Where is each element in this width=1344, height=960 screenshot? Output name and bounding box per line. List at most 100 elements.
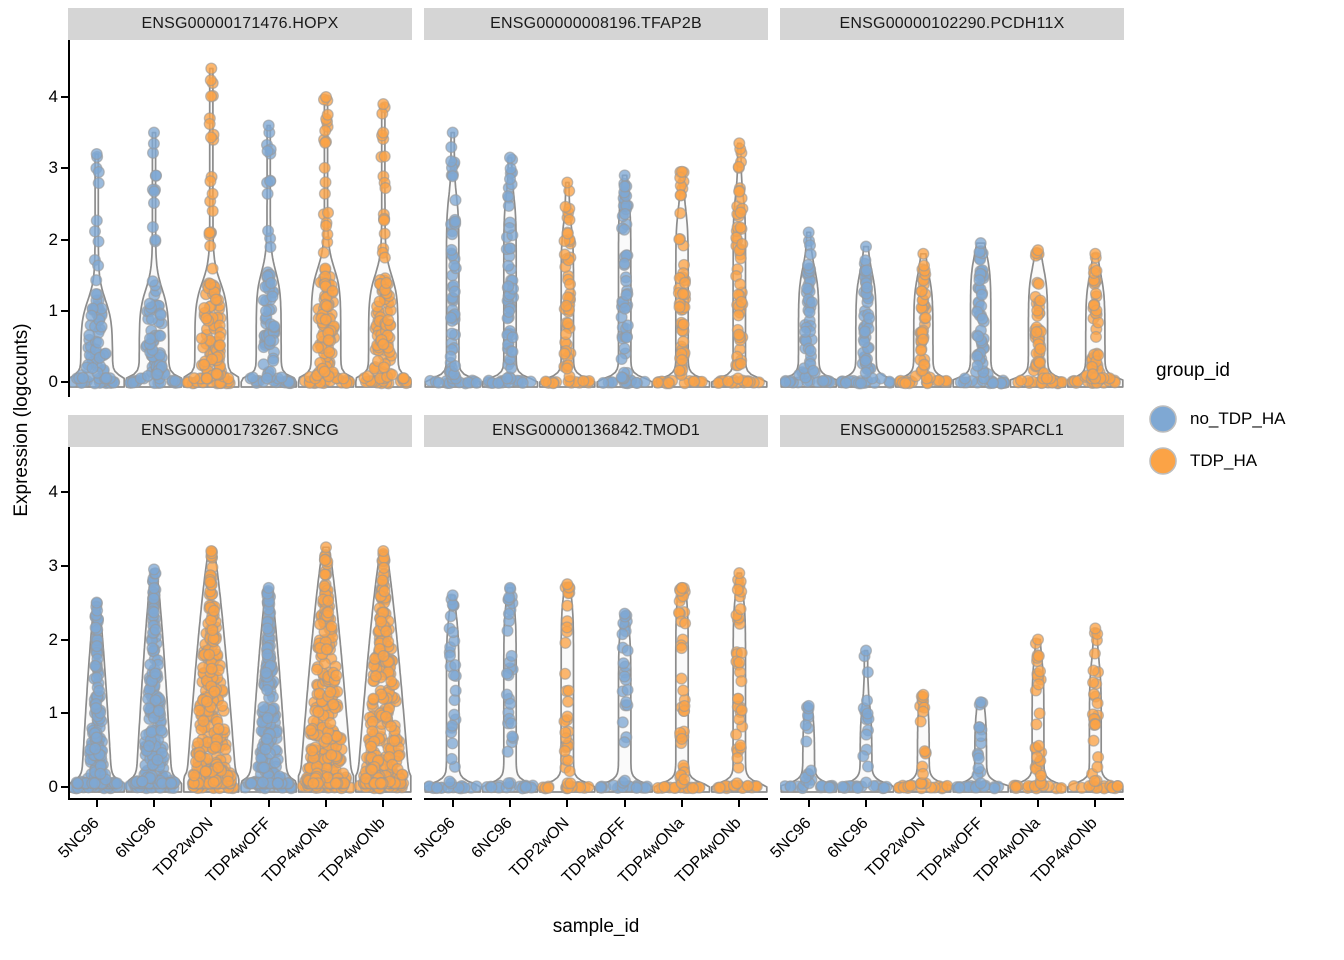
violin-points-ENSG00000152583.SPARCL1-TDP2wON — [892, 688, 954, 795]
y-axis-line — [68, 40, 70, 397]
y-tick-label: 4 — [48, 87, 58, 106]
violin-points-ENSG00000136842.TMOD1-TDP2wON — [536, 578, 595, 795]
x-tick-mark — [382, 800, 385, 807]
violin-points-ENSG00000173267.SNCG-TDP2wON — [186, 544, 240, 795]
violin-points-ENSG00000171476.HOPX-TDP4wONa — [298, 90, 356, 390]
violin-points-ENSG00000171476.HOPX-TDP4wONb — [358, 98, 412, 390]
y-tick-mark — [61, 167, 68, 170]
legend-title: group_id — [1156, 360, 1230, 381]
x-tick-mark — [1094, 800, 1097, 807]
violin-points-ENSG00000171476.HOPX-5NC96 — [68, 147, 121, 390]
facet-panel-1 — [424, 126, 768, 390]
x-tick-label: TDP2wON — [862, 814, 929, 881]
violin-points-ENSG00000173267.SNCG-TDP4wONa — [296, 541, 357, 795]
y-tick-label: 3 — [48, 158, 58, 178]
legend-item-no_TDP_HA: no_TDP_HA — [1148, 404, 1338, 434]
x-tick-label: 6NC96 — [112, 814, 160, 862]
x-tick-mark — [681, 800, 683, 807]
y-tick-label: 0 — [48, 777, 58, 796]
x-tick-label: TDP4wONb — [1028, 814, 1101, 888]
x-tick-mark — [623, 800, 626, 807]
x-tick-mark — [807, 800, 810, 807]
violin-points-ENSG00000173267.SNCG-5NC96 — [68, 596, 127, 795]
violin-points-ENSG00000152583.SPARCL1-5NC96 — [780, 699, 839, 795]
x-tick-mark — [566, 800, 569, 807]
x-tick-label: TDP4wONa — [259, 814, 332, 888]
x-tick-mark — [451, 800, 454, 807]
x-axis-line — [68, 798, 412, 800]
violin-points-ENSG00000152583.SPARCL1-TDP4wONb — [1067, 622, 1124, 795]
facet-strip-5: ENSG00000152583.SPARCL1 — [780, 415, 1124, 447]
legend-label: TDP_HA — [1190, 451, 1258, 470]
facet-strip-0: ENSG00000171476.HOPX — [68, 8, 412, 40]
facet-panel-2 — [780, 226, 1124, 390]
violin-points-ENSG00000136842.TMOD1-TDP4wONb — [712, 567, 763, 795]
y-tick-label: 4 — [48, 482, 58, 501]
y-tick-mark — [61, 491, 68, 493]
y-tick-mark — [61, 381, 68, 383]
x-tick-mark — [1037, 800, 1039, 807]
legend-label: no_TDP_HA — [1190, 409, 1286, 428]
x-tick-mark — [325, 800, 327, 807]
violin-points-ENSG00000008196.TFAP2B-5NC96 — [424, 126, 483, 390]
x-tick-label: TDP4wOFF — [202, 814, 275, 887]
violin-points-ENSG00000102290.PCDH11X-5NC96 — [780, 226, 837, 389]
violin-points-ENSG00000008196.TFAP2B-TDP4wOFF — [597, 169, 651, 390]
x-tick-mark — [738, 800, 741, 807]
x-tick-label: TDP2wON — [150, 814, 217, 881]
violin-points-ENSG00000171476.HOPX-TDP2wON — [181, 62, 236, 390]
facet-strip-3: ENSG00000173267.SNCG — [68, 415, 412, 447]
y-tick-label: 1 — [48, 703, 58, 723]
x-tick-mark — [922, 800, 925, 807]
violin-points-ENSG00000102290.PCDH11X-TDP4wOFF — [954, 237, 1011, 390]
y-tick-mark — [61, 638, 68, 641]
facet-panel-0 — [68, 40, 412, 397]
violin-points-ENSG00000173267.SNCG-TDP4wONb — [353, 544, 410, 795]
y-tick-label: 0 — [48, 372, 58, 391]
violin-points-ENSG00000152583.SPARCL1-TDP4wONa — [1008, 633, 1068, 795]
x-tick-label: TDP4wOFF — [914, 814, 987, 887]
x-tick-mark — [979, 800, 982, 807]
y-axis-line — [68, 447, 70, 800]
y-tick-label: 1 — [48, 300, 58, 320]
violin-points-ENSG00000136842.TMOD1-6NC96 — [480, 581, 539, 795]
facet-panel-4 — [424, 567, 768, 800]
x-tick-label: TDP4wONb — [316, 814, 389, 888]
legend-key-icon — [1149, 447, 1177, 475]
y-tick-mark — [61, 564, 68, 567]
facet-strip-4: ENSG00000136842.TMOD1 — [424, 415, 768, 447]
legend-key-icon — [1149, 405, 1177, 433]
violin-points-ENSG00000008196.TFAP2B-TDP4wONb — [712, 137, 766, 390]
violin-points-ENSG00000102290.PCDH11X-6NC96 — [835, 240, 896, 390]
x-tick-mark — [210, 800, 213, 807]
y-tick-label: 3 — [48, 555, 58, 575]
legend-item-TDP_HA: TDP_HA — [1148, 446, 1338, 476]
y-tick-mark — [61, 309, 68, 312]
y-tick-mark — [61, 238, 68, 241]
violin-points-ENSG00000171476.HOPX-6NC96 — [124, 126, 185, 390]
facet-strip-1: ENSG00000008196.TFAP2B — [424, 8, 768, 40]
violin-points-ENSG00000152583.SPARCL1-6NC96 — [836, 644, 893, 795]
x-tick-mark — [95, 800, 98, 807]
x-tick-mark — [509, 800, 511, 807]
violin-points-ENSG00000008196.TFAP2B-TDP4wONa — [651, 165, 708, 390]
violin-points-ENSG00000102290.PCDH11X-TDP4wONb — [1066, 247, 1121, 390]
x-tick-mark — [153, 800, 155, 807]
violin-points-ENSG00000173267.SNCG-TDP4wOFF — [239, 581, 298, 795]
violin-points-ENSG00000136842.TMOD1-TDP4wOFF — [594, 607, 654, 794]
y-tick-label: 2 — [48, 229, 58, 249]
y-tick-label: 2 — [48, 629, 58, 649]
violin-points-ENSG00000171476.HOPX-TDP4wOFF — [244, 119, 297, 390]
y-tick-mark — [61, 96, 68, 98]
x-axis-line — [424, 798, 768, 800]
y-tick-mark — [61, 712, 68, 715]
x-tick-mark — [267, 800, 270, 807]
violin-points-ENSG00000008196.TFAP2B-TDP2wON — [539, 176, 596, 390]
violin-points-ENSG00000152583.SPARCL1-TDP4wOFF — [951, 696, 1005, 795]
x-tick-label: 6NC96 — [824, 814, 872, 862]
violin-points-ENSG00000136842.TMOD1-TDP4wONa — [651, 581, 706, 795]
x-axis-line — [780, 798, 1124, 800]
violin-points-ENSG00000008196.TFAP2B-6NC96 — [482, 151, 537, 390]
x-tick-mark — [865, 800, 867, 807]
